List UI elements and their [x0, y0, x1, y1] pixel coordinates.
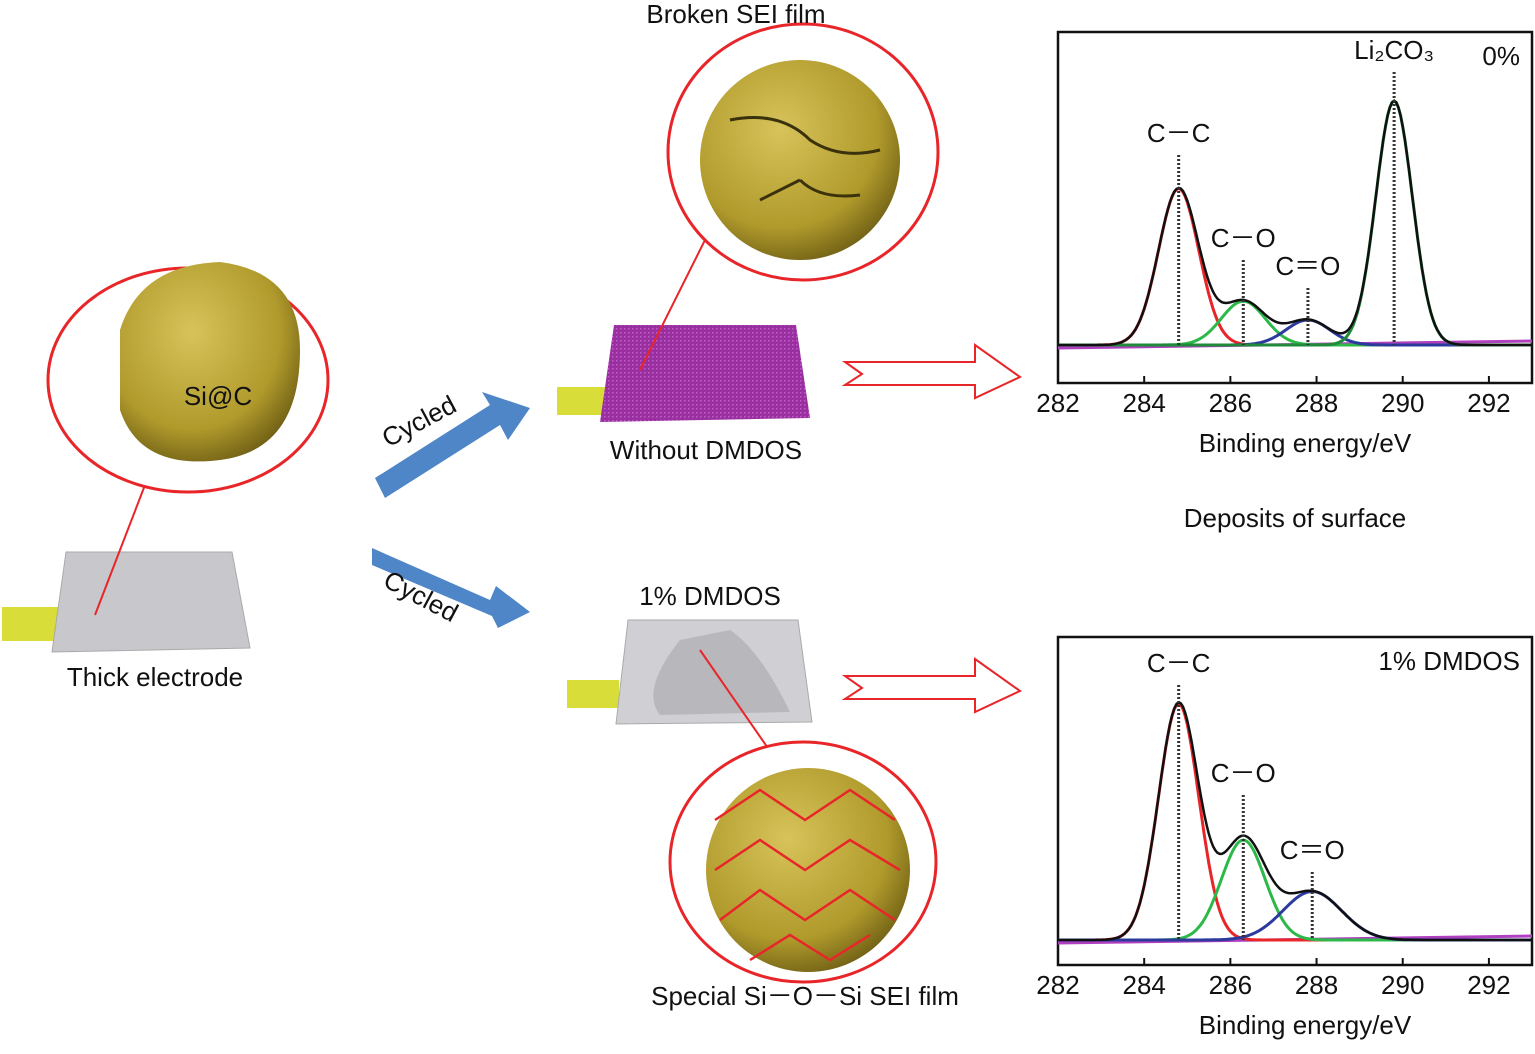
peak-fit	[1058, 99, 1532, 347]
plot-frame	[1056, 635, 1534, 967]
measured-spectrum	[1058, 700, 1532, 942]
corner-label: 1% DMDOS	[1378, 646, 1520, 676]
x-tick-label: 282	[1036, 970, 1079, 1000]
cycled-arrow	[375, 392, 530, 498]
electrode-label: Thick electrode	[67, 662, 243, 692]
peak-fit	[1058, 701, 1532, 942]
x-tick-label: 286	[1209, 388, 1252, 418]
x-tick-label: 290	[1381, 970, 1424, 1000]
x-tick-label: 284	[1122, 970, 1165, 1000]
peak-label: Li₂CO₃	[1354, 35, 1434, 65]
electrode-with	[567, 619, 938, 984]
x-tick-label: 286	[1209, 970, 1252, 1000]
measured-spectrum	[1058, 99, 1532, 347]
x-axis-label: Binding energy/eV	[1199, 1010, 1412, 1040]
peak-label: C－C	[1147, 118, 1211, 148]
x-tick-label: 292	[1467, 388, 1510, 418]
x-tick-label: 288	[1295, 388, 1338, 418]
electrode-label: Without DMDOS	[610, 435, 802, 465]
thick-electrode	[2, 262, 330, 653]
caption: Deposits of surface	[1184, 503, 1407, 533]
x-tick-label: 282	[1036, 388, 1079, 418]
plot-frame	[1056, 30, 1534, 385]
electrode-without	[557, 22, 940, 422]
peak-label: C－C	[1147, 648, 1211, 678]
peak-label: C－O	[1211, 223, 1276, 253]
callout-label: Broken SEI film	[646, 0, 825, 29]
corner-label: 0%	[1482, 41, 1520, 71]
electrode-label: 1% DMDOS	[639, 581, 781, 611]
peak-label: C＝O	[1275, 251, 1340, 281]
cycled-arrow	[372, 548, 530, 628]
x-tick-label: 284	[1122, 388, 1165, 418]
particle-label: Si@C	[184, 381, 252, 411]
peak-label: C＝O	[1280, 835, 1345, 865]
x-tick-label: 288	[1295, 970, 1338, 1000]
x-tick-label: 292	[1467, 970, 1510, 1000]
callout-label: Special Si－O－Si SEI film	[651, 981, 959, 1011]
peak-label: C－O	[1211, 758, 1276, 788]
hollow-arrow	[841, 657, 1022, 714]
hollow-arrow	[841, 343, 1022, 400]
x-axis-label: Binding energy/eV	[1199, 428, 1412, 458]
x-tick-label: 290	[1381, 388, 1424, 418]
